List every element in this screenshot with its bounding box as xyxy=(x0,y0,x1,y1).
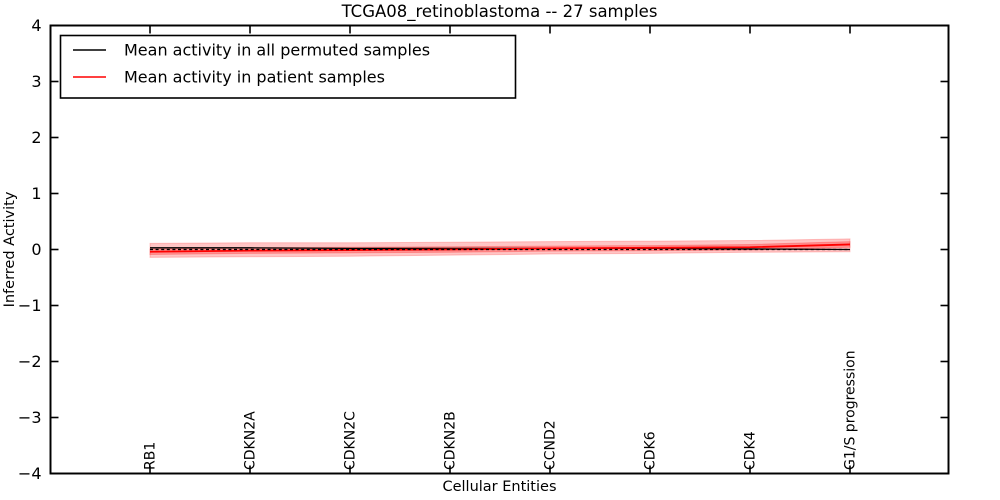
xtick-label: CDKN2A xyxy=(243,411,259,470)
ytick-label: 4 xyxy=(31,16,41,35)
ytick-label: 2 xyxy=(31,128,41,147)
ytick-label: −4 xyxy=(18,464,42,483)
plot-frame-overlay xyxy=(49,24,950,475)
ytick-label: 3 xyxy=(31,72,41,91)
xtick-label: CDKN2C xyxy=(343,411,359,470)
chart-title: TCGA08_retinoblastoma -- 27 samples xyxy=(341,2,658,22)
x-axis-label: Cellular Entities xyxy=(442,479,556,495)
xtick-label: CDKN2B xyxy=(443,411,459,470)
xtick-label: G1/S progression xyxy=(843,350,859,470)
ytick-label: −1 xyxy=(18,296,42,315)
legend-label-patient: Mean activity in patient samples xyxy=(124,68,385,87)
ytick-label: 0 xyxy=(31,240,41,259)
xtick-label: CDK6 xyxy=(643,431,659,470)
legend-box xyxy=(59,34,517,99)
axis-tick-labels: −4 −3 −2 −1 0 1 2 3 4 RB1 CDKN2A CDKN2C CDKN2B CCND2 C… xyxy=(18,16,859,483)
xtick-label: RB1 xyxy=(143,442,159,470)
series-lines xyxy=(149,243,851,253)
legend-label-permuted: Mean activity in all permuted samples xyxy=(124,41,430,60)
y-axis-label: Inferred Activity xyxy=(2,191,18,307)
legend-entries: Mean activity in all permuted samples Mea… xyxy=(73,41,430,87)
ytick-label: 1 xyxy=(31,184,41,203)
xtick-label: CCND2 xyxy=(543,420,559,470)
xtick-label: CDK4 xyxy=(743,431,759,470)
ytick-label: −2 xyxy=(18,352,42,371)
ytick-label: −3 xyxy=(18,408,42,427)
legend: Mean activity in all permuted samples Mea… xyxy=(59,34,517,99)
